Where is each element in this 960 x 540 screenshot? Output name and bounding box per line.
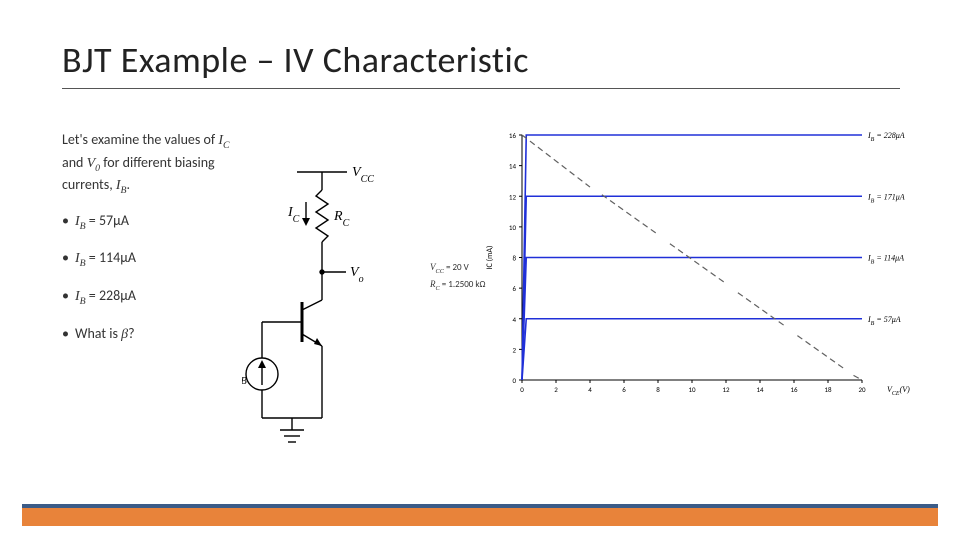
svg-text:10: 10 [509,223,517,232]
chart-parameters: VCC = 20 V RC = 1.2500 kΩ [430,260,485,294]
bullet-list: IB = 57μA IB = 114μA IB = 228μA What is … [62,212,242,343]
iv-chart: 0 2 4 6 8 10 12 14 16 0 2 4 6 8 10 12 14 16 18 20 IC (mA) VCE… [432,130,932,430]
svg-text:12: 12 [722,385,730,394]
list-item: IB = 57μA [62,212,242,232]
svg-text:10: 10 [688,385,696,394]
svg-text:6: 6 [622,385,626,394]
circuit-diagram: VCC IC RC Vo IB [242,160,412,460]
chart-svg: 0 2 4 6 8 10 12 14 16 0 2 4 6 8 10 12 14 16 18 20 IC (mA) VCE… [432,130,932,410]
intro-text-block: Let's examine the values of IC and V0 fo… [62,130,242,361]
list-item: IB = 114μA [62,249,242,269]
svg-text:20: 20 [858,385,866,394]
list-item: IB = 228μA [62,287,242,307]
footer-accent-bar [22,504,938,526]
svg-text:8: 8 [512,254,516,263]
svg-text:IC (mA): IC (mA) [485,246,495,270]
svg-text:4: 4 [588,385,592,394]
intro-frag: and [62,154,87,171]
svg-text:IB = 57μA: IB = 57μA [867,315,901,327]
list-item: What is β? [62,325,242,343]
svg-text:0: 0 [512,376,516,385]
svg-text:18: 18 [824,385,832,394]
svg-text:6: 6 [512,284,516,293]
label-vo: Vo [350,265,364,285]
svg-text:IB = 228μA: IB = 228μA [867,131,905,143]
body: Let's examine the values of IC and V0 fo… [62,130,920,490]
symbol-Ic: IC [218,133,229,148]
circuit-svg: VCC IC RC Vo IB [242,160,412,460]
page-title: BJT Example – IV Characteristic [62,38,900,89]
param-vcc: VCC = 20 V [430,260,485,277]
svg-text:4: 4 [512,315,516,324]
svg-text:VCE(V): VCE(V) [887,385,910,397]
intro-frag: . [127,176,131,193]
svg-text:8: 8 [656,385,660,394]
svg-text:16: 16 [509,131,517,140]
label-vcc: VCC [352,165,374,185]
svg-text:2: 2 [554,385,558,394]
param-rc: RC = 1.2500 kΩ [430,277,485,294]
slide: BJT Example – IV Characteristic Let's ex… [0,0,960,540]
svg-text:16: 16 [790,385,798,394]
symbol-Ib: IB [116,178,127,193]
svg-text:IB = 171μA: IB = 171μA [867,192,905,204]
intro-frag: Let's examine the values of [62,131,218,148]
label-rc: RC [333,209,350,229]
symbol-V0: V0 [87,156,100,171]
svg-text:IB = 114μA: IB = 114μA [867,254,904,266]
intro-paragraph: Let's examine the values of IC and V0 fo… [62,130,242,198]
svg-text:0: 0 [520,385,524,394]
svg-text:12: 12 [509,192,517,201]
svg-text:14: 14 [509,162,517,171]
label-ic: IC [287,205,300,225]
svg-text:14: 14 [756,385,764,394]
svg-text:2: 2 [512,345,516,354]
